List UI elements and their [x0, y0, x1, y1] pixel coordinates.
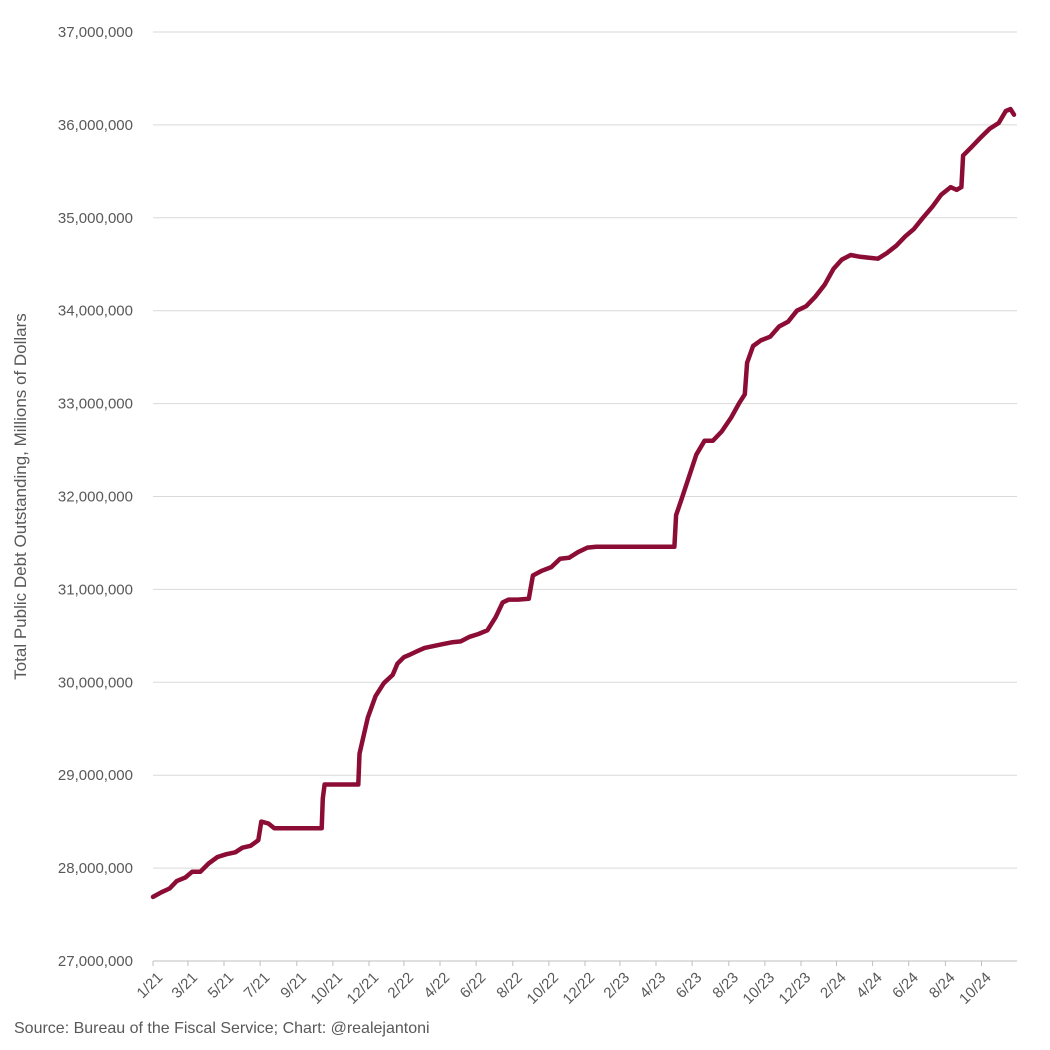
x-tick-label: 2/22	[384, 969, 417, 1002]
x-tick-label: 9/21	[277, 969, 310, 1002]
y-tick-label: 28,000,000	[58, 860, 133, 877]
y-tick-label: 32,000,000	[58, 489, 133, 506]
x-tick-label: 12/23	[776, 969, 815, 1008]
x-tick-label: 8/23	[709, 969, 742, 1002]
x-tick-label: 6/22	[457, 969, 490, 1002]
x-tick-label: 4/22	[421, 969, 454, 1002]
x-tick-label: 2/23	[600, 969, 633, 1002]
x-tick-label: 7/21	[241, 969, 274, 1002]
y-axis-tick-labels: 27,000,000 28,000,000 29,000,000 30,000,000…	[58, 24, 133, 970]
x-tick-label: 4/23	[637, 969, 670, 1002]
y-tick-label: 27,000,000	[58, 953, 133, 970]
x-tick-label: 8/22	[493, 969, 526, 1002]
x-tick-label: 6/24	[889, 969, 922, 1002]
y-tick-label: 31,000,000	[58, 581, 133, 598]
y-tick-label: 29,000,000	[58, 767, 133, 784]
x-tick-label: 1/21	[134, 969, 167, 1002]
x-tick-label: 12/22	[560, 969, 599, 1008]
x-tick-label: 4/24	[853, 969, 886, 1002]
y-tick-label: 33,000,000	[58, 396, 133, 413]
y-tick-label: 37,000,000	[58, 24, 133, 41]
x-tick-label: 2/24	[817, 969, 850, 1002]
y-tick-label: 30,000,000	[58, 674, 133, 691]
x-tick-label: 5/21	[205, 969, 238, 1002]
source-caption: Source: Bureau of the Fiscal Service; Ch…	[14, 1020, 430, 1037]
y-tick-label: 34,000,000	[58, 303, 133, 320]
x-tick-label: 10/21	[308, 969, 347, 1008]
debt-series-line	[150, 106, 1017, 900]
x-tick-label: 8/24	[926, 969, 959, 1002]
y-axis-label: Total Public Debt Outstanding, Millions …	[11, 313, 30, 680]
y-tick-label: 35,000,000	[58, 210, 133, 227]
x-tick-label: 6/23	[673, 969, 706, 1002]
series-layer	[150, 106, 1017, 900]
x-tick-label: 10/23	[740, 969, 779, 1008]
x-tick-label: 10/24	[956, 969, 995, 1008]
x-tick-label: 3/21	[168, 969, 201, 1002]
gridlines	[153, 31, 1017, 869]
x-tick-label: 10/22	[524, 969, 563, 1008]
y-tick-label: 36,000,000	[58, 117, 133, 134]
x-tick-label: 12/21	[344, 969, 383, 1008]
